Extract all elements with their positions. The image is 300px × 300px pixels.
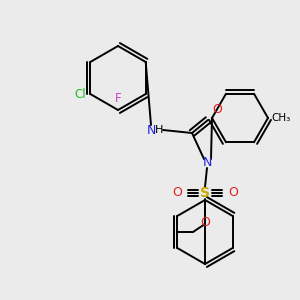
Text: S: S: [200, 186, 210, 200]
Text: CH₃: CH₃: [271, 113, 290, 123]
Text: O: O: [228, 187, 238, 200]
Text: O: O: [172, 187, 182, 200]
Text: N: N: [147, 124, 156, 136]
Text: O: O: [212, 103, 222, 116]
Text: F: F: [115, 92, 121, 105]
Text: N: N: [202, 157, 212, 169]
Text: Cl: Cl: [75, 88, 86, 100]
Text: O: O: [200, 216, 210, 229]
Text: H: H: [155, 125, 164, 135]
